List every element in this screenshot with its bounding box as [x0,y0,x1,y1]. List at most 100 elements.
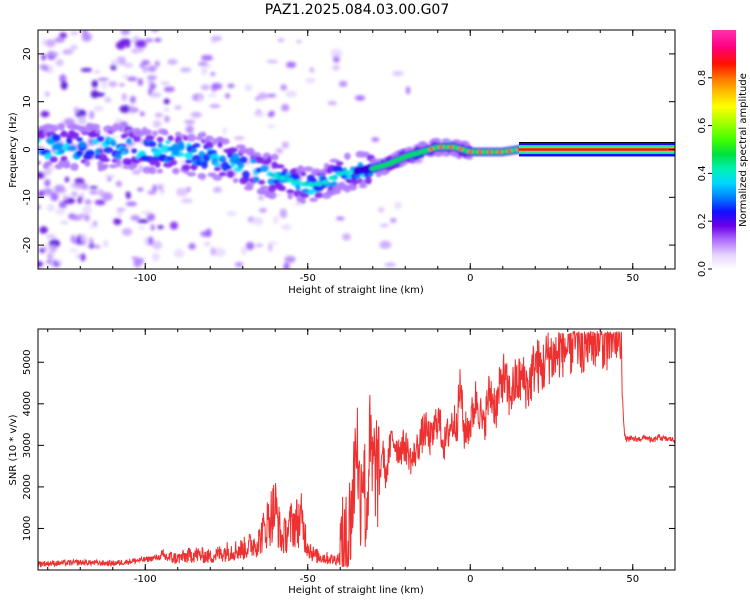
spectrogram-noise-blob [97,77,109,81]
spectrogram-noise-blob [93,105,104,112]
spectrogram-ridge-peak [487,150,493,154]
spectrogram-ridge-blob [57,122,65,131]
spectrogram-noise-blob [88,237,94,246]
spectrogram-noise-blob [113,218,122,226]
spectrogram-noise-blob [378,206,385,213]
spectrogram-noise-blob [167,59,178,65]
spectrogram-ridge-blob [90,123,101,131]
spectrogram-noise-blob [176,187,188,197]
spectrogram-noise-blob [252,217,264,226]
spectrogram-ytick-label: 0 [22,146,33,152]
spectrogram-ridge-blob [345,178,355,184]
spectrogram-noise-blob [102,239,109,248]
spectrogram-ridge-blob [224,164,232,170]
spectrogram-noise-blob [147,190,157,195]
spectrogram-noise-blob [43,168,52,176]
spectrogram-noise-blob [77,196,83,204]
spectrogram-noise-blob [145,38,154,43]
spectrogram-noise-blob [200,66,208,76]
spectrogram-ridge-blob [110,140,117,147]
colorbar: 0.0 0.2 0.4 0.6 0.8 Normalized spectral ampl… [697,30,749,277]
spectrogram-noise-blob [204,242,211,246]
spectrogram-noise-blob [163,107,170,112]
spectrogram-ridge-blob [190,164,198,170]
spectrogram-noise-blob [81,30,88,37]
spectrogram-noise-blob [44,91,50,97]
spectrogram-ridge-blob [157,142,163,149]
spectrogram-ridge-blob [184,152,194,159]
spectrogram-noise-blob [80,253,86,262]
snr-series-line [38,330,675,568]
spectrogram-noise-blob [138,164,144,172]
spectrogram-ridge-blob [212,174,223,181]
spectrogram-ridge-blob [69,133,79,140]
spectrogram-noise-blob [197,95,203,103]
spectrogram-noise-blob [41,38,47,46]
spectrogram-noise-blob [89,223,96,229]
colorbar-gradient [712,30,736,269]
spectrogram-ridge-blob [230,162,236,168]
snr-ytick-label: 4000 [22,391,33,416]
spectrogram-noise-blob [120,30,131,36]
spectrogram-noise-blob [201,54,214,61]
spectrogram-ridge-blob [169,159,178,166]
spectrogram-ridge-blob [94,129,101,134]
spectrogram-ridge-blob [275,164,285,169]
spectrogram-ridge-blob [177,142,185,151]
snr-ytick-label: 5000 [22,350,33,375]
spectrogram-ridge-blob [186,171,197,177]
spectrogram-noise-blob [89,110,95,120]
spectrogram-noise-blob [60,80,68,90]
spectrogram-noise-blob [200,230,212,237]
spectrogram-noise-blob [39,226,48,234]
colorbar-tick-label: 0.8 [697,70,708,86]
spectrogram-noise-blob [157,225,164,230]
snr-ytick-label: 3000 [22,433,33,458]
spectrogram-noise-blob [169,221,179,230]
spectrogram-ridge-blob [128,131,135,139]
spectrogram-noise-blob [151,30,159,33]
spectrogram-noise-blob [116,207,126,212]
spectrogram-ridge-core [335,171,344,176]
spectrogram-noise-blob [47,64,54,74]
spectrogram-noise-blob [258,194,264,201]
spectrogram-noise-blob [338,80,348,88]
spectrogram-noise-blob [111,58,120,66]
spectrogram-noise-blob [131,256,139,260]
spectrogram-ridge-blob [251,152,262,158]
spectrogram-noise-blob [159,188,165,194]
spectrogram-ridge-blob [148,141,157,148]
spectrogram-noise-blob [390,217,397,223]
spectrogram-noise-blob [133,259,142,268]
spectrogram-noise-blob [153,183,166,187]
spectrogram-noise-blob [129,95,136,104]
spectrogram-ridge-blob [49,156,58,163]
spectrogram-noise-blob [154,112,163,118]
spectrogram-noise-blob [149,91,162,98]
spectrogram-ridge-blob [435,138,441,144]
spectrogram-noise-blob [38,261,44,268]
spectrogram-noise-blob [392,70,404,77]
spectrogram-ridge-peak [506,149,512,153]
spectrogram-ridge-core [342,170,351,175]
spectrogram-ridge-blob [62,160,71,168]
spectrogram-ridge-blob [156,136,164,143]
spectrogram-noise-blob [115,41,126,50]
spectrogram-noise-blob [130,214,141,221]
spectrogram-ridge-blob [123,164,130,170]
spectrogram-noise-blob [154,38,162,42]
snr-xtick-label: 50 [626,574,639,585]
spectrogram-ridge-blob [142,128,152,136]
spectrogram-ridge-blob [57,148,66,154]
spectrogram-ridge-blob [205,135,214,142]
spectrogram-noise-blob [125,194,131,199]
spectrogram-ridge-core [271,173,280,178]
spectrogram-ridge-blob [48,124,59,133]
spectrogram-ridge-blob [177,152,185,157]
spectrogram-ridge-blob [84,161,91,167]
spectrogram-noise-blob [39,247,46,254]
spectrogram-ridge-peak [497,150,502,154]
spectrogram-ridge-blob [260,165,269,173]
spectrogram-ridge-blob [103,146,113,154]
